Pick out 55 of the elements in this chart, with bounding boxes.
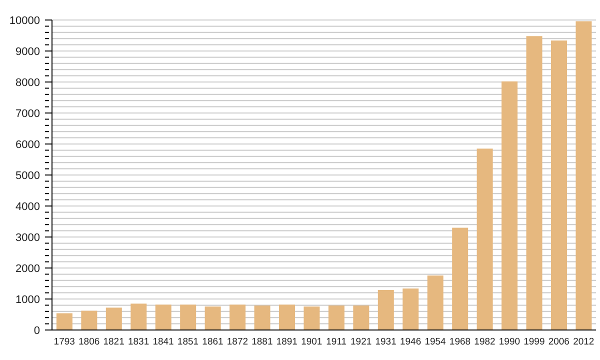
y-tick-label: 5000 — [16, 170, 40, 182]
bar — [130, 304, 147, 330]
x-tick-label: 1946 — [400, 336, 422, 348]
bar — [204, 306, 221, 330]
bar — [254, 306, 270, 330]
x-tick-label: 1990 — [498, 336, 520, 348]
bar — [476, 148, 493, 330]
x-tick-label: 1793 — [54, 336, 75, 348]
x-tick-label: 1872 — [226, 336, 248, 348]
x-tick-label: 1841 — [152, 336, 174, 348]
bar — [155, 304, 172, 330]
bar — [550, 40, 567, 330]
bar — [230, 304, 246, 330]
y-tick-label: 0 — [34, 325, 40, 337]
x-tick-label: 1931 — [375, 336, 396, 348]
x-tick-label: 1901 — [301, 336, 322, 348]
y-tick-label: 8000 — [16, 77, 40, 89]
x-tick-label: 1921 — [350, 336, 372, 348]
y-tick-label: 7000 — [16, 108, 40, 120]
bar — [526, 36, 542, 330]
bar — [328, 306, 344, 330]
x-tick-label: 1954 — [424, 336, 446, 348]
x-tick-label: 2006 — [548, 336, 570, 348]
x-tick-label: 1999 — [524, 336, 545, 348]
x-tick-label: 1891 — [276, 336, 298, 348]
bar — [427, 275, 444, 330]
x-tick-label: 1982 — [474, 336, 496, 348]
x-tick-label: 1831 — [128, 336, 150, 348]
x-tick-label: 1851 — [177, 336, 199, 348]
x-tick-label: 2012 — [573, 336, 594, 348]
bar — [304, 306, 320, 330]
x-tick-label: 1968 — [449, 336, 471, 348]
x-tick-label: 1861 — [202, 336, 224, 348]
bar — [353, 306, 370, 330]
y-tick-label: 4000 — [16, 201, 40, 213]
y-tick-label: 6000 — [16, 139, 40, 151]
y-tick-label: 9000 — [16, 46, 40, 58]
bar — [180, 304, 196, 330]
bar — [106, 308, 122, 330]
bar — [502, 81, 518, 330]
bar — [576, 21, 592, 330]
x-tick-label: 1806 — [78, 336, 100, 348]
bar — [81, 310, 98, 330]
y-tick-label: 10000 — [9, 15, 40, 27]
bar — [402, 288, 419, 330]
y-tick-label: 2000 — [16, 263, 40, 275]
bar — [378, 290, 394, 330]
bar — [56, 313, 72, 330]
x-tick-label: 1821 — [103, 336, 124, 348]
bar — [278, 304, 295, 330]
x-tick-label: 1911 — [326, 336, 347, 348]
bar — [452, 228, 468, 330]
x-tick-label: 1881 — [252, 336, 273, 348]
y-tick-label: 1000 — [16, 294, 40, 306]
y-tick-label: 3000 — [16, 232, 40, 244]
